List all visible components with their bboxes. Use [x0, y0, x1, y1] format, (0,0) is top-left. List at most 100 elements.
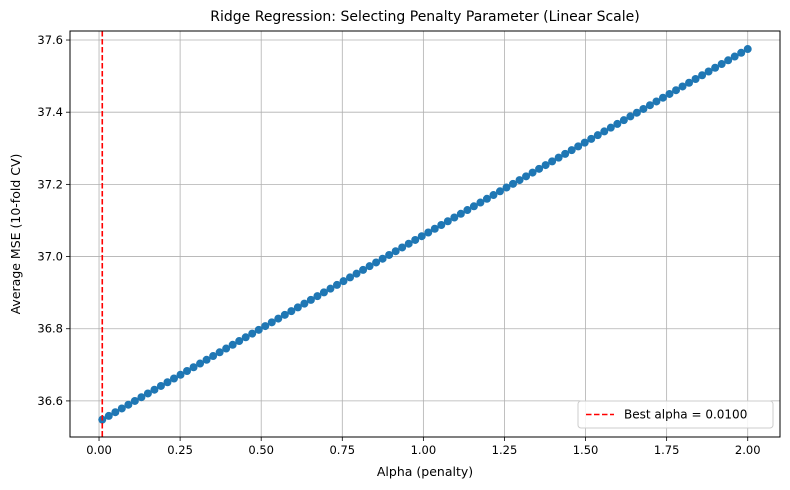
- y-tick-label: 36.6: [37, 394, 63, 408]
- data-point: [443, 217, 452, 226]
- data-point: [104, 411, 113, 420]
- data-point: [456, 209, 465, 218]
- data-point: [711, 63, 720, 72]
- data-point: [202, 355, 211, 364]
- data-point: [613, 119, 622, 128]
- data-point: [600, 127, 609, 136]
- data-point: [300, 299, 309, 308]
- data-point: [482, 194, 491, 203]
- data-point: [463, 206, 472, 215]
- data-point: [554, 153, 563, 162]
- data-point: [645, 101, 654, 110]
- data-point: [665, 89, 674, 98]
- data-point: [143, 389, 152, 398]
- data-point: [580, 138, 589, 147]
- data-point: [652, 97, 661, 106]
- data-point: [606, 123, 615, 132]
- data-point: [156, 381, 165, 390]
- data-point: [685, 78, 694, 87]
- data-point: [196, 359, 205, 368]
- x-axis-label: Alpha (penalty): [377, 464, 473, 479]
- data-point: [235, 337, 244, 346]
- y-tick-label: 37.6: [37, 33, 63, 47]
- data-point: [424, 228, 433, 237]
- data-point: [326, 284, 335, 293]
- data-point: [658, 93, 667, 102]
- data-point: [150, 385, 159, 394]
- chart-title: Ridge Regression: Selecting Penalty Para…: [210, 9, 639, 25]
- data-point: [548, 157, 557, 166]
- data-point: [743, 45, 752, 54]
- data-point: [176, 370, 185, 379]
- data-point: [437, 221, 446, 229]
- data-point: [724, 56, 733, 65]
- data-point: [313, 292, 322, 301]
- data-point: [306, 295, 315, 304]
- data-point: [280, 310, 289, 319]
- data-point: [561, 149, 570, 158]
- x-tick-label: 1.75: [654, 443, 680, 457]
- legend-entry-best-alpha: Best alpha = 0.0100: [624, 408, 747, 422]
- data-point: [639, 104, 648, 113]
- x-tick-label: 1.50: [573, 443, 599, 457]
- data-point: [359, 265, 368, 274]
- data-point: [632, 108, 641, 117]
- y-tick-label: 36.8: [37, 322, 63, 336]
- data-point: [522, 172, 531, 181]
- plot-area: [98, 31, 752, 437]
- data-point: [717, 60, 726, 69]
- data-point: [678, 82, 687, 91]
- data-point: [730, 52, 739, 61]
- data-point: [339, 277, 348, 286]
- data-point: [411, 235, 420, 244]
- data-point: [698, 71, 707, 80]
- data-point: [378, 254, 387, 263]
- data-point: [535, 164, 544, 173]
- data-point: [319, 288, 328, 297]
- data-point: [372, 258, 381, 267]
- data-point: [130, 396, 139, 405]
- data-point: [117, 404, 126, 413]
- data-point: [737, 48, 746, 57]
- data-point: [502, 183, 511, 192]
- data-point: [287, 307, 296, 316]
- data-point: [228, 340, 237, 349]
- data-point: [391, 247, 400, 256]
- data-point: [111, 408, 120, 417]
- data-point: [509, 179, 518, 188]
- data-point: [267, 318, 276, 327]
- data-point: [254, 325, 263, 334]
- data-point: [163, 378, 172, 387]
- x-tick-label: 0.75: [329, 443, 355, 457]
- data-point: [417, 232, 426, 241]
- data-point: [222, 344, 231, 353]
- x-tick-label: 1.00: [411, 443, 437, 457]
- data-point: [137, 393, 146, 402]
- x-tick-label: 0.25: [167, 443, 193, 457]
- data-point: [274, 314, 283, 323]
- data-point: [261, 322, 270, 331]
- data-point: [469, 202, 478, 211]
- legend-box: [577, 400, 774, 429]
- data-point: [495, 187, 504, 196]
- data-point: [691, 74, 700, 83]
- data-point: [169, 374, 178, 383]
- data-point: [672, 86, 681, 95]
- data-point: [430, 224, 439, 233]
- data-point: [241, 333, 250, 342]
- data-point: [593, 131, 602, 140]
- legend: Best alpha = 0.0100: [577, 400, 774, 429]
- data-point: [489, 191, 498, 200]
- y-tick-label: 37.2: [37, 177, 63, 191]
- data-point: [404, 239, 413, 248]
- data-point: [385, 250, 394, 259]
- data-point: [528, 168, 537, 177]
- data-point: [541, 161, 550, 170]
- data-point: [626, 112, 635, 121]
- y-tick-label: 37.4: [37, 105, 63, 119]
- data-point: [293, 303, 302, 312]
- x-tick-label: 1.25: [492, 443, 518, 457]
- data-point: [515, 176, 524, 185]
- x-tick-label: 0.50: [248, 443, 274, 457]
- x-tick-label: 0.00: [86, 443, 112, 457]
